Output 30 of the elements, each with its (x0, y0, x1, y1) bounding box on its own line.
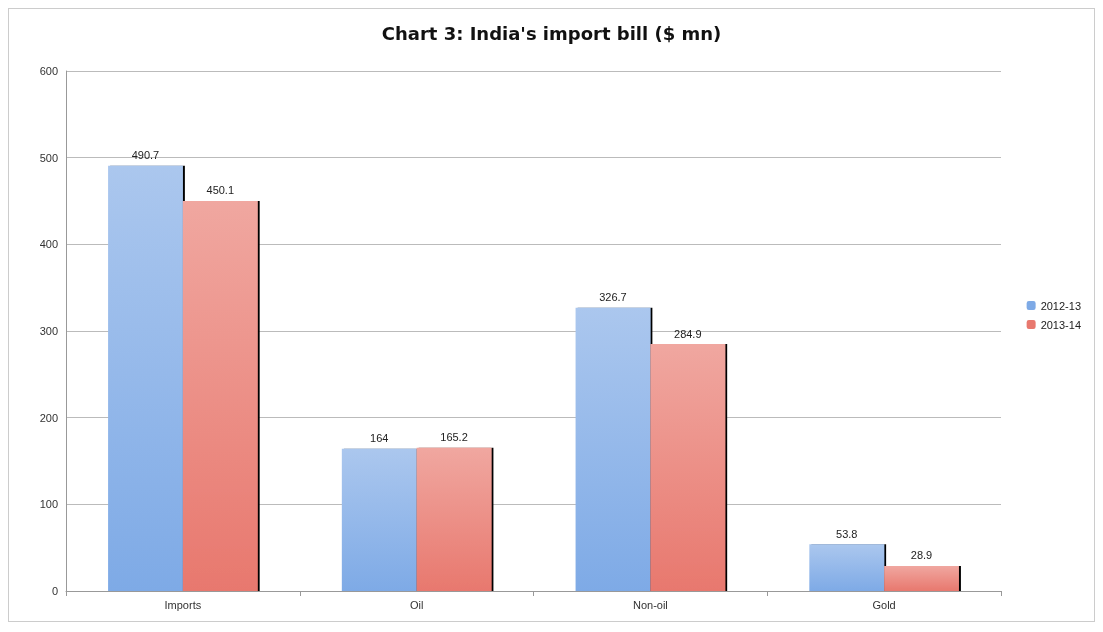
bar (650, 344, 726, 591)
x-tick-label: Non-oil (632, 598, 668, 611)
data-label: 164 (370, 432, 389, 445)
x-tick-label: Gold (872, 598, 896, 611)
x-tick-label: Oil (409, 598, 424, 611)
data-label: 53.8 (836, 527, 858, 540)
y-tick-label: 600 (39, 65, 58, 77)
y-tick-label: 200 (39, 411, 58, 424)
legend-label: 2012-13 (1040, 299, 1082, 312)
bar (416, 447, 492, 591)
x-tick-label: Imports (164, 598, 202, 611)
bar (108, 165, 183, 591)
bar (809, 544, 885, 591)
data-label: 165.2 (440, 431, 468, 444)
data-label: 490.7 (131, 149, 160, 162)
y-tick-label: 400 (39, 238, 58, 251)
y-tick-label: 500 (39, 151, 58, 164)
legend-label: 2013-14 (1040, 318, 1082, 331)
chart-title: Chart 3: India's import bill ($ mn) (381, 22, 722, 44)
y-tick-label: 100 (39, 498, 58, 511)
y-tick-label: 0 (51, 585, 58, 597)
bar (182, 200, 258, 591)
data-label: 28.9 (910, 549, 933, 562)
bar (341, 448, 417, 591)
y-tick-label: 300 (39, 325, 58, 337)
bar (575, 307, 651, 591)
data-label: 326.7 (599, 291, 627, 304)
data-label: 450.1 (206, 184, 235, 197)
bar (884, 565, 959, 591)
data-label: 284.9 (674, 327, 702, 340)
